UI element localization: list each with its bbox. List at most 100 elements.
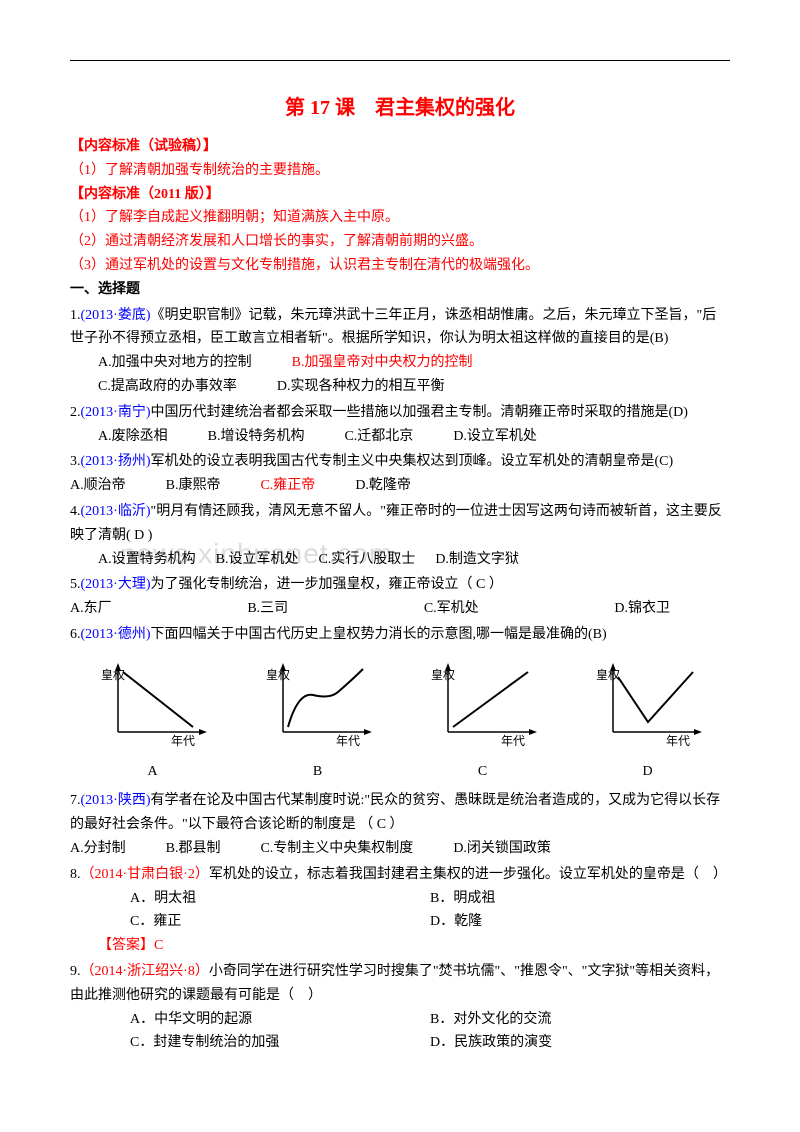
q3-options: A.顺治帝 B.康熙帝 C.雍正帝 D.乾隆帝 <box>70 474 730 498</box>
graph-D-svg: 皇权 年代 <box>588 657 708 747</box>
q5-optC: C.军机处 <box>424 597 479 621</box>
q7-text: 有学者在论及中国古代某制度时说:"民众的贫穷、愚昧既是统治者造成的，又成为它得以… <box>70 793 720 832</box>
q6-labelC: C <box>413 760 553 784</box>
svg-text:皇权: 皇权 <box>431 668 455 682</box>
q2-optB: B.增设特务机构 <box>208 425 305 449</box>
q4-source: (2013·临沂) <box>81 504 151 519</box>
q4-optA: A.设置特务机构 <box>98 548 196 572</box>
q6-labelD: D <box>578 760 718 784</box>
graph-A: 皇权 年代 <box>83 657 223 756</box>
q9-source: （2014·浙江绍兴·8） <box>81 964 209 979</box>
q7-num: 7. <box>70 793 81 808</box>
std2-item2: （2）通过清朝经济发展和人口增长的事实，了解清朝前期的兴盛。 <box>70 230 730 254</box>
q3-text: 军机处的设立表明我国古代专制主义中央集权达到顶峰。设立军机处的清朝皇帝是(C) <box>151 454 674 469</box>
q2-optA: A.废除丞相 <box>98 425 168 449</box>
q2-optD: D.设立军机处 <box>453 425 537 449</box>
q1-options-row2: C.提高政府的办事效率 D.实现各种权力的相互平衡 <box>70 375 730 399</box>
q6-source: (2013·德州) <box>81 627 151 642</box>
q7-optD: D.闭关锁国政策 <box>453 837 551 861</box>
q7-source: (2013·陕西) <box>81 793 151 808</box>
question-1: 1.(2013·娄底)《明史职官制》记载，朱元璋洪武十三年正月，诛丞相胡惟庸。之… <box>70 304 730 352</box>
question-8: 8.（2014·甘肃白银·2）军机处的设立，标志着我国封建君主集权的进一步强化。… <box>70 863 730 887</box>
q6-text: 下面四幅关于中国古代历史上皇权势力消长的示意图,哪一幅是最准确的(B) <box>151 627 607 642</box>
svg-text:年代: 年代 <box>666 734 690 747</box>
q1-options-row1: A.加强中央对地方的控制 B.加强皇帝对中央权力的控制 <box>70 351 730 375</box>
question-2: 2.(2013·南宁)中国历代封建统治者都会采取一些措施以加强君主专制。清朝雍正… <box>70 401 730 425</box>
q3-num: 3. <box>70 454 81 469</box>
q5-text: 为了强化专制统治，进一步加强皇权，雍正帝设立（ C ） <box>151 577 503 592</box>
q4-text: "明月有情还顾我，清风无意不留人。"雍正帝时的一位进士因写这两句诗而被斩首，这主… <box>70 504 722 543</box>
q6-labelA: A <box>83 760 223 784</box>
graph-B: 皇权 年代 <box>248 657 388 756</box>
q7-optB: B.郡县制 <box>166 837 221 861</box>
q1-optC: C.提高政府的办事效率 <box>98 375 237 399</box>
q5-source: (2013·大理) <box>81 577 151 592</box>
q1-text: 《明史职官制》记载，朱元璋洪武十三年正月，诛丞相胡惟庸。之后，朱元璋立下圣旨，"… <box>70 308 716 347</box>
q8-optA: A．明太祖 <box>130 887 430 911</box>
graph-C: 皇权 年代 <box>413 657 553 756</box>
std-header-1: 【内容标准（试验稿）】 <box>70 135 730 159</box>
svg-text:皇权: 皇权 <box>101 668 125 682</box>
q4-optC: C.实行八股取士 <box>318 548 415 572</box>
question-9: 9.（2014·浙江绍兴·8）小奇同学在进行研究性学习时搜集了"焚书坑儒"、"推… <box>70 960 730 1008</box>
question-6: 6.(2013·德州)下面四幅关于中国古代历史上皇权势力消长的示意图,哪一幅是最… <box>70 623 730 647</box>
q2-options: A.废除丞相 B.增设特务机构 C.迁都北京 D.设立军机处 <box>70 425 730 449</box>
q4-num: 4. <box>70 504 81 519</box>
q8-num: 8. <box>70 867 81 882</box>
q4-optD: D.制造文字狱 <box>435 548 519 572</box>
q3-optD: D.乾隆帝 <box>355 474 411 498</box>
q1-num: 1. <box>70 308 81 323</box>
section-1-title: 一、选择题 <box>70 278 730 302</box>
q9-optC: C．封建专制统治的加强 <box>130 1031 430 1055</box>
std-header-2: 【内容标准（2011 版）】 <box>70 183 730 207</box>
q6-num: 6. <box>70 627 81 642</box>
graph-A-svg: 皇权 年代 <box>93 657 213 747</box>
lesson-title: 第 17 课 君主集权的强化 <box>70 91 730 125</box>
q9-num: 9. <box>70 964 81 979</box>
q7-optA: A.分封制 <box>70 837 126 861</box>
q7-options: A.分封制 B.郡县制 C.专制主义中央集权制度 D.闭关锁国政策 <box>70 837 730 861</box>
q5-optB: B.三司 <box>247 597 288 621</box>
question-4: 4.(2013·临沂)"明月有情还顾我，清风无意不留人。"雍正帝时的一位进士因写… <box>70 500 730 548</box>
svg-text:年代: 年代 <box>171 734 195 747</box>
question-7: 7.(2013·陕西)有学者在论及中国古代某制度时说:"民众的贫穷、愚昧既是统治… <box>70 789 730 837</box>
top-rule <box>70 60 730 61</box>
page-content: 第 17 课 君主集权的强化 【内容标准（试验稿）】 （1）了解清朝加强专制统治… <box>70 60 730 1055</box>
q2-optC: C.迁都北京 <box>344 425 413 449</box>
q4-optB: B.设立军机处 <box>216 548 299 572</box>
q5-options: A.东厂 B.三司 C.军机处 D.锦衣卫 <box>70 597 730 621</box>
q5-optD: D.锦衣卫 <box>614 597 670 621</box>
question-3: 3.(2013·扬州)军机处的设立表明我国古代专制主义中央集权达到顶峰。设立军机… <box>70 450 730 474</box>
q6-graph-labels: A B C D <box>70 760 730 784</box>
q8-text: 军机处的设立，标志着我国封建君主集权的进一步强化。设立军机处的皇帝是（ ） <box>209 867 727 882</box>
q3-optA: A.顺治帝 <box>70 474 126 498</box>
std2-item1: （1）了解李自成起义推翻明朝；知道满族入主中原。 <box>70 206 730 230</box>
q8-answer: 【答案】C <box>70 934 730 958</box>
svg-text:皇权: 皇权 <box>596 668 620 682</box>
std2-item3: （3）通过军机处的设置与文化专制措施，认识君主专制在清代的极端强化。 <box>70 254 730 278</box>
svg-text:年代: 年代 <box>501 734 525 747</box>
graph-B-svg: 皇权 年代 <box>258 657 378 747</box>
q8-source: （2014·甘肃白银·2） <box>81 867 209 882</box>
q6-labelB: B <box>248 760 388 784</box>
q3-optB: B.康熙帝 <box>166 474 221 498</box>
q2-source: (2013·南宁) <box>81 405 151 420</box>
q9-options-row2: C．封建专制统治的加强 D．民族政策的演变 <box>70 1031 730 1055</box>
q1-optD: D.实现各种权力的相互平衡 <box>277 375 445 399</box>
q9-options-row1: A．中华文明的起源 B．对外文化的交流 <box>70 1008 730 1032</box>
q1-source: (2013·娄底) <box>81 308 151 323</box>
graph-D: 皇权 年代 <box>578 657 718 756</box>
q8-options-row1: A．明太祖 B．明成祖 <box>70 887 730 911</box>
q5-num: 5. <box>70 577 81 592</box>
q3-optC: C.雍正帝 <box>260 474 315 498</box>
question-5: 5.(2013·大理)为了强化专制统治，进一步加强皇权，雍正帝设立（ C ） <box>70 573 730 597</box>
q8-options-row2: C．雍正 D．乾隆 <box>70 910 730 934</box>
q3-source: (2013·扬州) <box>81 454 151 469</box>
q8-optD: D．乾隆 <box>430 910 730 934</box>
q1-optB: B.加强皇帝对中央权力的控制 <box>292 351 473 375</box>
svg-text:皇权: 皇权 <box>266 668 290 682</box>
q2-num: 2. <box>70 405 81 420</box>
q5-optA: A.东厂 <box>70 597 112 621</box>
svg-text:年代: 年代 <box>336 734 360 747</box>
q8-optB: B．明成祖 <box>430 887 730 911</box>
